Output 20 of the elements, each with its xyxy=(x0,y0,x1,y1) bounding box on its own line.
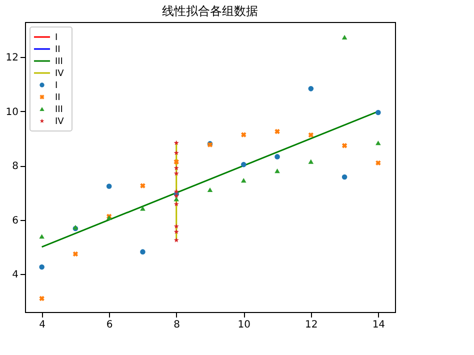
legend-label: I xyxy=(55,33,58,43)
legend-label: IV xyxy=(55,69,65,79)
legend-label: III xyxy=(55,105,63,115)
x-tick-label: 10 xyxy=(238,320,251,330)
x-tick-label: 4 xyxy=(39,320,46,330)
y-tick-label: 4 xyxy=(12,270,18,281)
y-tick-label: 12 xyxy=(6,52,18,64)
y-tick-label: 8 xyxy=(12,161,18,172)
legend-label: IV xyxy=(55,117,65,127)
y-tick-label: 10 xyxy=(6,106,18,118)
legend-label: II xyxy=(55,45,60,55)
legend-label: III xyxy=(55,57,63,67)
legend-label: II xyxy=(55,93,60,103)
x-tick-label: 14 xyxy=(372,320,386,330)
x-tick-label: 8 xyxy=(174,320,180,330)
x-tick-label: 12 xyxy=(305,320,318,330)
x-tick-label: 6 xyxy=(106,320,113,330)
chart-title: 线性拟合各组数据 xyxy=(162,4,258,18)
legend-label: I xyxy=(55,81,58,91)
y-tick-label: 6 xyxy=(12,215,18,226)
